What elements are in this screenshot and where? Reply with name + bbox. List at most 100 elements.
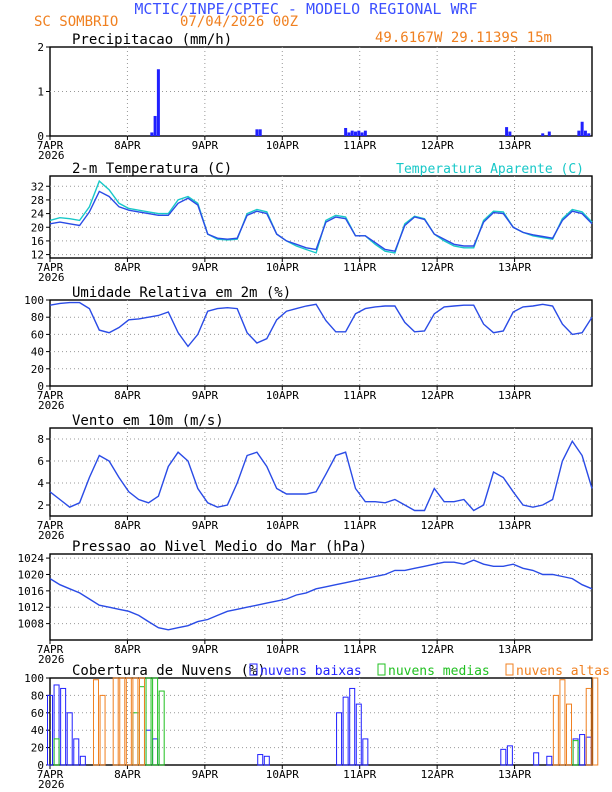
cloud-bar: [66, 712, 73, 766]
cloud-bar: [533, 752, 540, 766]
x-tick-label: 8APR: [114, 768, 141, 781]
cloud-bar: [336, 712, 343, 766]
location-label: SC SOMBRIO: [34, 14, 118, 30]
y-tick-label: 32: [31, 180, 44, 193]
cloud-bar: [53, 684, 60, 766]
cloud-bar: [257, 754, 264, 766]
year-label: 2026: [38, 653, 65, 666]
y-tick-label: 1012: [18, 601, 45, 614]
x-tick-label: 11APR: [343, 139, 376, 152]
cloud-bar: [92, 679, 99, 766]
x-tick-label: 13APR: [498, 519, 531, 532]
legend-label: nuvens baixas: [260, 664, 362, 679]
legend-label: nuvens altas: [516, 664, 610, 679]
cloud-bar: [138, 677, 145, 766]
x-tick-label: 7APR: [37, 139, 64, 152]
cloud-bar: [119, 677, 126, 766]
x-tick-label: 9APR: [192, 139, 219, 152]
x-tick-label: 12APR: [421, 643, 454, 656]
cloud-bar: [47, 694, 53, 766]
precip-bar: [153, 115, 157, 136]
panel-title: Pressao ao Nivel Medio do Mar (hPa): [72, 539, 367, 555]
coordinates-label: 49.6167W 29.1139S 15m: [375, 30, 552, 46]
x-tick-label: 7APR: [37, 519, 64, 532]
cloud-bar: [73, 738, 80, 766]
y-tick-label: 100: [24, 294, 44, 307]
x-tick-label: 9APR: [192, 389, 219, 402]
x-tick-label: 9APR: [192, 261, 219, 274]
cloud-bar: [355, 703, 362, 766]
panel-4: 7APR 8APR 9APR 10APR 11APR 12APR 13APR 2026 2 4 6 8…: [37, 413, 593, 542]
precip-bar: [508, 131, 512, 136]
y-tick-label: 1024: [18, 552, 45, 565]
cloud-bar: [349, 687, 356, 766]
x-tick-label: 8APR: [114, 519, 141, 532]
cloud-bar: [572, 738, 579, 766]
x-tick-label: 12APR: [421, 519, 454, 532]
cloud-bar: [112, 677, 119, 766]
precip-bar: [577, 130, 581, 136]
series-line: [49, 439, 593, 512]
cloud-bar: [585, 736, 592, 766]
precip-bar: [580, 121, 584, 136]
year-label: 2026: [38, 271, 65, 284]
cloud-bar: [132, 677, 139, 766]
x-tick-label: 13APR: [498, 389, 531, 402]
panel-title: Cobertura de Nuvens (%): [72, 663, 266, 679]
y-tick-label: 80: [31, 689, 44, 702]
y-tick-label: 0: [37, 130, 44, 143]
series-line: [49, 301, 593, 348]
x-tick-label: 8APR: [114, 261, 141, 274]
y-tick-label: 60: [31, 328, 44, 341]
precip-bar: [583, 130, 587, 136]
cloud-bar: [592, 677, 599, 766]
year-label: 2026: [38, 399, 65, 412]
y-tick-label: 1016: [18, 585, 45, 598]
x-tick-label: 10APR: [266, 643, 299, 656]
precip-bar: [547, 131, 551, 136]
cloud-bar: [506, 745, 513, 766]
y-tick-label: 4: [37, 477, 44, 490]
x-tick-label: 9APR: [192, 519, 219, 532]
x-tick-label: 13APR: [498, 643, 531, 656]
precip-bar: [150, 132, 154, 136]
x-tick-label: 11APR: [343, 261, 376, 274]
y-tick-label: 0: [37, 380, 44, 393]
x-tick-label: 7APR: [37, 261, 64, 274]
legend-swatch: [249, 663, 258, 676]
panel-title: Vento em 10m (m/s): [72, 413, 224, 429]
x-tick-label: 11APR: [343, 519, 376, 532]
series-legend: Temperatura Aparente (C): [396, 162, 584, 177]
x-tick-label: 11APR: [343, 389, 376, 402]
legend-swatch: [377, 663, 386, 676]
x-tick-label: 8APR: [114, 139, 141, 152]
cloud-bar: [125, 677, 132, 766]
cloud-bar: [53, 738, 60, 766]
y-tick-label: 1008: [18, 618, 45, 631]
y-tick-label: 80: [31, 311, 44, 324]
y-tick-label: 60: [31, 707, 44, 720]
cloud-bar: [145, 677, 152, 766]
x-tick-label: 11APR: [343, 768, 376, 781]
cloud-bar: [60, 687, 67, 766]
panel-title: Precipitacao (mm/h): [72, 32, 232, 48]
cloud-bar: [559, 679, 566, 766]
x-tick-label: 8APR: [114, 643, 141, 656]
panel-frame: [49, 427, 593, 517]
cloud-bar: [138, 686, 145, 766]
x-tick-label: 10APR: [266, 389, 299, 402]
cloud-bar: [566, 703, 573, 766]
x-tick-label: 9APR: [192, 643, 219, 656]
y-tick-label: 40: [31, 724, 44, 737]
legend-label: nuvens medias: [388, 664, 490, 679]
y-tick-label: 40: [31, 346, 44, 359]
y-tick-label: 100: [24, 672, 44, 685]
y-tick-label: 0: [37, 759, 44, 772]
x-tick-label: 12APR: [421, 768, 454, 781]
year-label: 2026: [38, 778, 65, 791]
panel-3: 7APR 8APR 9APR 10APR 11APR 12APR 13APR 2026 0 20 4…: [24, 285, 593, 412]
cloud-bar: [158, 690, 165, 766]
cloud-bar: [152, 677, 159, 766]
panel-1: 7APR 8APR 9APR 10APR 11APR 12APR 13APR 2026 0 1 2 P…: [37, 32, 593, 162]
